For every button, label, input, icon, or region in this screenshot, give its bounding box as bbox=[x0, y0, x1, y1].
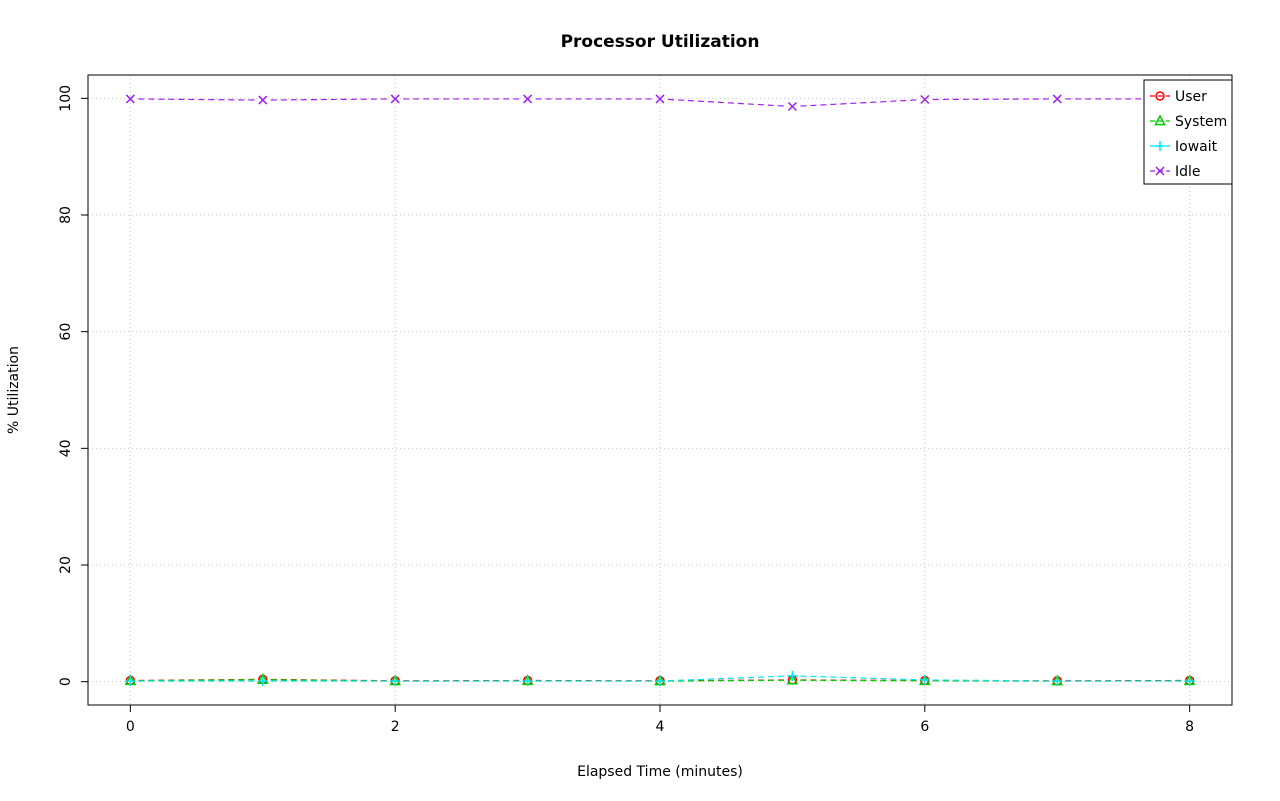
y-axis-label: % Utilization bbox=[6, 346, 22, 434]
series-line-segment bbox=[138, 678, 255, 682]
triangle-marker bbox=[1154, 114, 1166, 126]
chart-title: Processor Utilization bbox=[561, 32, 760, 52]
x-axis-label: Elapsed Time (minutes) bbox=[577, 764, 743, 780]
plot-box bbox=[87, 74, 1233, 706]
y-tick-label: 60 bbox=[58, 323, 74, 341]
plus-marker bbox=[919, 674, 930, 685]
circle-marker bbox=[1155, 91, 1165, 101]
series-line-segment bbox=[138, 679, 255, 682]
series-line-segment bbox=[667, 675, 785, 682]
series-line-segment bbox=[800, 679, 917, 682]
y-tick-label: 0 bbox=[58, 677, 74, 686]
plus-marker bbox=[1155, 141, 1165, 151]
legend-label: User bbox=[1175, 89, 1207, 105]
y-tick-label: 100 bbox=[58, 85, 74, 112]
x-tick-label: 4 bbox=[656, 719, 665, 735]
series-line-segment bbox=[800, 679, 917, 682]
x-marker bbox=[523, 94, 533, 104]
plus-marker bbox=[125, 676, 136, 687]
series-iowait bbox=[125, 670, 1195, 687]
series-line-segment bbox=[932, 679, 1050, 682]
legend-border bbox=[1143, 79, 1233, 185]
series-line-segment bbox=[270, 679, 388, 682]
series-line-segment bbox=[270, 98, 388, 101]
series-line-segment bbox=[138, 98, 255, 101]
plus-marker bbox=[257, 676, 268, 687]
x-tick-label: 0 bbox=[126, 719, 135, 735]
series-line-segment bbox=[932, 98, 1050, 101]
x-marker bbox=[655, 94, 665, 104]
series-line-segment bbox=[667, 679, 785, 682]
legend-label: System bbox=[1175, 114, 1227, 130]
triangle-marker bbox=[786, 673, 799, 685]
data-series bbox=[124, 94, 1196, 687]
x-marker bbox=[125, 94, 135, 104]
plot-border bbox=[87, 74, 1233, 706]
x-marker bbox=[1155, 166, 1165, 176]
x-marker bbox=[390, 94, 400, 104]
y-tick-label: 80 bbox=[58, 206, 74, 224]
y-tick-label: 40 bbox=[58, 439, 74, 457]
x-tick-label: 2 bbox=[391, 719, 400, 735]
series-line-segment bbox=[800, 675, 917, 681]
x-marker bbox=[1052, 94, 1062, 104]
plus-marker bbox=[787, 670, 798, 681]
grid-lines bbox=[88, 75, 1232, 705]
axis-ticks bbox=[81, 97, 1191, 712]
series-idle bbox=[125, 94, 1195, 112]
x-marker bbox=[258, 95, 268, 105]
legend-label: Idle bbox=[1175, 164, 1201, 180]
x-marker bbox=[920, 94, 930, 105]
y-tick-label: 20 bbox=[58, 556, 74, 574]
series-line-segment bbox=[667, 98, 785, 107]
plus-marker bbox=[655, 676, 665, 687]
series-line-segment bbox=[800, 99, 917, 107]
plus-marker bbox=[390, 676, 401, 687]
plus-marker bbox=[522, 676, 533, 687]
series-line-segment bbox=[270, 678, 388, 682]
x-tick-label: 8 bbox=[1185, 719, 1194, 735]
plus-marker bbox=[1184, 676, 1195, 687]
x-tick-label: 6 bbox=[920, 719, 929, 735]
legend-box: User System Iowait Idle bbox=[1143, 79, 1233, 185]
series-line-segment bbox=[667, 679, 785, 682]
plus-marker bbox=[1052, 676, 1063, 687]
x-marker bbox=[787, 101, 797, 112]
legend-label: Iowait bbox=[1175, 139, 1218, 155]
